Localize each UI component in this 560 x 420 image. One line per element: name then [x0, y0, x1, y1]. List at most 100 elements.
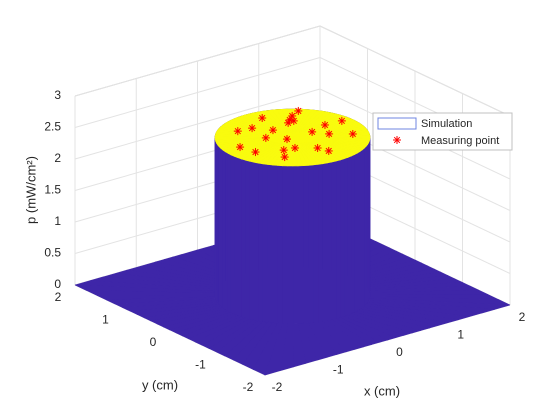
surface-face: [237, 157, 242, 317]
surface-face: [335, 159, 341, 319]
surface-face: [322, 162, 328, 322]
marker-stroke: [280, 146, 287, 154]
marker-stroke: [259, 114, 266, 122]
measuring-point: [324, 146, 333, 155]
marker-stroke: [325, 147, 332, 155]
marker-stroke: [291, 144, 299, 152]
grid-line: [74, 25, 321, 97]
measuring-point: [348, 129, 357, 138]
surface-face: [222, 149, 226, 310]
surface-face: [297, 165, 304, 324]
marker-stroke: [314, 144, 321, 152]
z-tick-label: 1.5: [44, 183, 61, 197]
marker-stroke: [281, 153, 288, 161]
grid-line: [74, 57, 321, 128]
legend: Simulation Measuring point: [372, 112, 513, 151]
measuring-point: [280, 153, 289, 162]
surface-face: [307, 164, 314, 324]
legend-label: Simulation: [421, 118, 472, 130]
surface-face: [326, 161, 332, 321]
marker-stroke: [295, 107, 302, 115]
measuring-point: [233, 127, 242, 136]
marker-stroke: [234, 127, 241, 135]
legend-marker: [393, 136, 401, 144]
grid-line: [74, 88, 321, 160]
grid-line: [319, 25, 511, 117]
surface-face: [277, 165, 284, 324]
surface-face: [249, 160, 255, 321]
surface-face: [353, 152, 358, 313]
surface-face: [241, 158, 246, 319]
marker-stroke: [349, 130, 356, 138]
measuring-point: [258, 114, 267, 123]
surface-face: [312, 164, 319, 323]
y-tick-label: -1: [195, 358, 206, 372]
surface-face: [220, 147, 224, 309]
marker-stroke: [325, 130, 333, 138]
x-tick-label: 0: [396, 345, 403, 359]
legend-swatch: [377, 117, 417, 130]
marker-stroke: [269, 126, 277, 134]
marker-stroke: [262, 134, 270, 142]
legend-label: Measuring point: [421, 135, 499, 147]
surface-face: [339, 158, 345, 318]
z-tick-label: 0.5: [44, 246, 61, 260]
surface-face: [359, 149, 363, 310]
z-tick-label: 2: [54, 151, 61, 165]
measuring-point: [282, 135, 291, 144]
z-tick-label: 0: [54, 277, 61, 291]
marker-stroke: [252, 148, 259, 156]
z-tick-label: 3: [54, 88, 61, 102]
x-tick-label: 1: [457, 328, 464, 342]
surface-face: [227, 153, 232, 313]
measuring-point: [236, 143, 245, 152]
surface-face: [343, 157, 348, 317]
tick-labels: 0 0.5 1 1.5 2 2.5 3 -2 -1 0 1 2 -2 -1 0 1 2: [44, 88, 525, 394]
surface-face: [234, 155, 239, 316]
y-tick-label: 1: [102, 313, 109, 327]
z-tick-label: 1: [54, 214, 61, 228]
surface-face: [272, 164, 279, 324]
measuring-point: [248, 124, 257, 133]
surface-face: [230, 154, 235, 315]
surface-face: [245, 159, 251, 320]
z-tick-label: 2.5: [44, 120, 61, 134]
surface-face: [350, 154, 355, 315]
marker-stroke: [308, 128, 316, 136]
measuring-point: [337, 116, 346, 125]
marker-stroke: [338, 117, 346, 125]
measuring-point: [279, 146, 288, 155]
surface-face: [267, 164, 274, 323]
surface-face: [287, 137, 294, 167]
measuring-point: [325, 129, 334, 138]
measuring-point: [313, 144, 322, 152]
measuring-point: [294, 106, 303, 115]
y-tick-label: -2: [243, 380, 254, 394]
x-tick-label: -2: [272, 380, 283, 394]
surface-face: [317, 163, 323, 323]
measuring-point: [261, 133, 270, 142]
x-axis-label: x (cm): [364, 383, 400, 398]
surface-face: [361, 147, 365, 309]
y-axis-label: y (cm): [142, 377, 178, 392]
surface-face: [262, 163, 269, 323]
marker-stroke: [284, 119, 292, 127]
measuring-point: [251, 148, 260, 157]
z-axis-label: p (mW/cm²): [23, 156, 38, 224]
y-tick-label: 0: [150, 335, 157, 349]
surface-face: [356, 151, 361, 312]
measuring-point: [290, 143, 299, 152]
surface-face: [331, 160, 337, 320]
surface-face: [292, 165, 299, 324]
surface-face: [302, 165, 309, 324]
marker-stroke: [289, 112, 296, 120]
measuring-point: [320, 120, 329, 129]
surface-face: [258, 162, 264, 322]
surface-face: [287, 165, 294, 324]
marker-stroke: [321, 121, 329, 129]
measuring-point: [268, 126, 277, 135]
x-tick-label: -1: [333, 363, 344, 377]
surface-face: [282, 165, 289, 324]
